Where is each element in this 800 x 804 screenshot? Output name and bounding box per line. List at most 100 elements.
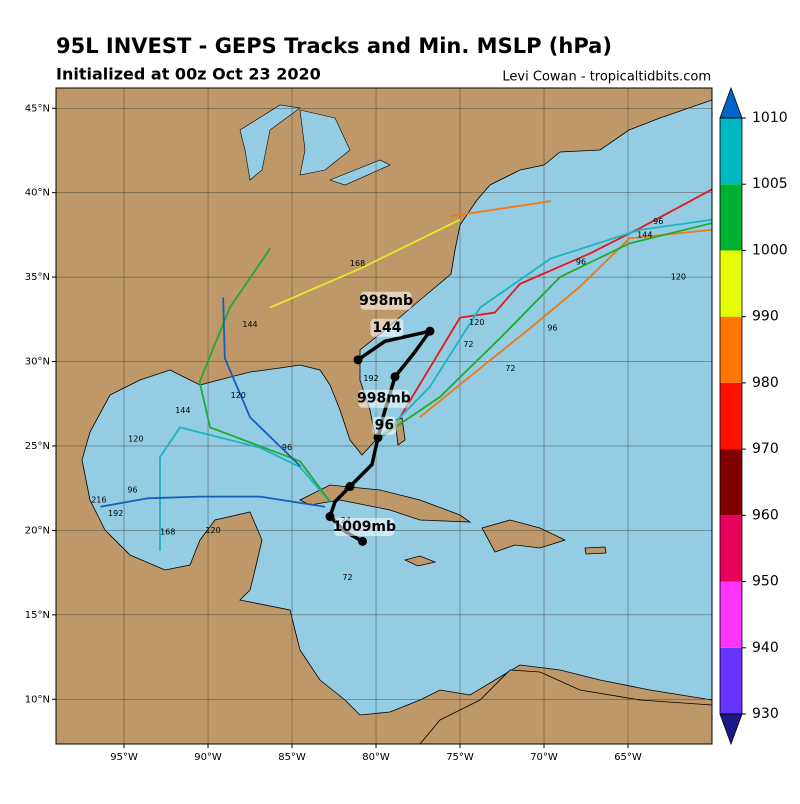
hour-label: 192 [363,374,378,383]
annotation-box [372,416,397,435]
annotation: 1009mb [332,519,396,535]
track-point [325,512,335,522]
x-tick-label: 70°W [530,752,558,763]
track [269,218,461,309]
colorbar-label: 1000 [752,242,788,258]
track [159,426,331,551]
colorbar-segment [720,449,742,516]
hour-label: 48 [344,484,354,493]
colorbar-segment [720,316,742,383]
colorbar-segment [720,647,742,714]
colorbar-extend [719,713,743,746]
y-tick-label: 15°N [25,610,50,621]
x-tick-label: 95°W [110,752,138,763]
colorbar-segment [720,515,742,582]
y-tick-label: 40°N [25,188,50,199]
colorbar-label: 930 [752,706,779,722]
hour-label: 120 [231,391,246,400]
hour-label: 120 [205,526,220,535]
hour-label: 168 [350,259,365,268]
track-point [373,433,383,443]
hour-label: 120 [469,318,484,327]
hour-label: 216 [91,496,106,505]
hour-label: 96 [282,443,292,452]
colorbar-label: 960 [752,507,779,523]
track [198,247,331,503]
track [419,228,712,418]
y-tick-label: 25°N [25,441,50,452]
track [379,218,712,439]
lake [329,159,391,186]
colorbar-segment [720,118,742,185]
colorbar-segment [720,382,742,450]
hour-label: 72 [463,340,473,349]
track [379,222,712,439]
puerto-rico [584,546,607,555]
map-frame [55,87,713,745]
x-tick-label: 65°W [614,752,642,763]
jamaica [403,555,437,567]
annotation-box [370,318,404,337]
colorbar-label: 950 [752,574,779,590]
track [449,200,551,218]
track-point [353,355,363,365]
lake [299,109,351,176]
hour-label: 120 [671,273,686,282]
y-tick-label: 35°N [25,272,50,283]
colorbar-label: 1010 [752,110,788,126]
y-tick-label: 10°N [25,694,50,705]
hour-label: 96 [653,217,663,226]
annotation: 998mb [357,391,411,407]
track-point [425,326,435,336]
track [100,495,326,508]
map: 1681207296144961209672144120144120962161… [56,88,712,744]
hour-label: 120 [128,435,143,444]
colorbar-segment [720,250,742,317]
hour-label: 96 [547,323,557,332]
hour-label: 96 [576,257,586,266]
colorbar-extend [719,86,743,119]
hour-label: 144 [637,230,652,239]
x-tick-label: 80°W [362,752,390,763]
hour-label: 144 [175,406,190,415]
annotation: 96 [375,418,394,434]
subtitle: Initialized at 00z Oct 23 2020 [56,65,321,84]
colorbar-frame [719,117,743,715]
colorbar-segment [720,581,742,648]
colorbar-segment [720,184,742,251]
y-tick-label: 45°N [25,103,50,114]
track-point [358,536,368,546]
y-tick-label: 20°N [25,525,50,536]
colorbar-label: 1005 [752,176,788,192]
hour-label: 192 [108,509,123,518]
credit: Levi Cowan - tropicaltidbits.com [502,70,711,85]
title: 95L INVEST - GEPS Tracks and Min. MSLP (… [56,34,612,58]
annotation-box [334,518,395,537]
track [222,297,302,467]
track-point [345,481,355,491]
hour-label: 168 [160,528,175,537]
hour-label: 72 [505,364,515,373]
colorbar-label: 940 [752,640,779,656]
colorbar-label: 990 [752,309,779,325]
x-tick-label: 85°W [278,752,306,763]
hour-label: 96 [127,485,137,494]
x-tick-label: 75°W [446,752,474,763]
track-point [390,372,400,382]
colorbar-label: 970 [752,441,779,457]
annotation-box [358,389,410,408]
x-tick-label: 90°W [194,752,222,763]
colorbar-label: 980 [752,375,779,391]
hispaniola [481,519,567,553]
hour-label: 144 [242,320,257,329]
annotation-box [360,291,412,310]
land [56,88,712,744]
annotation: 144 [372,320,401,336]
annotation: 998mb [359,293,413,309]
y-tick-label: 30°N [25,357,50,368]
lake [239,104,301,181]
hour-label: 72 [342,573,352,582]
track [399,188,712,418]
